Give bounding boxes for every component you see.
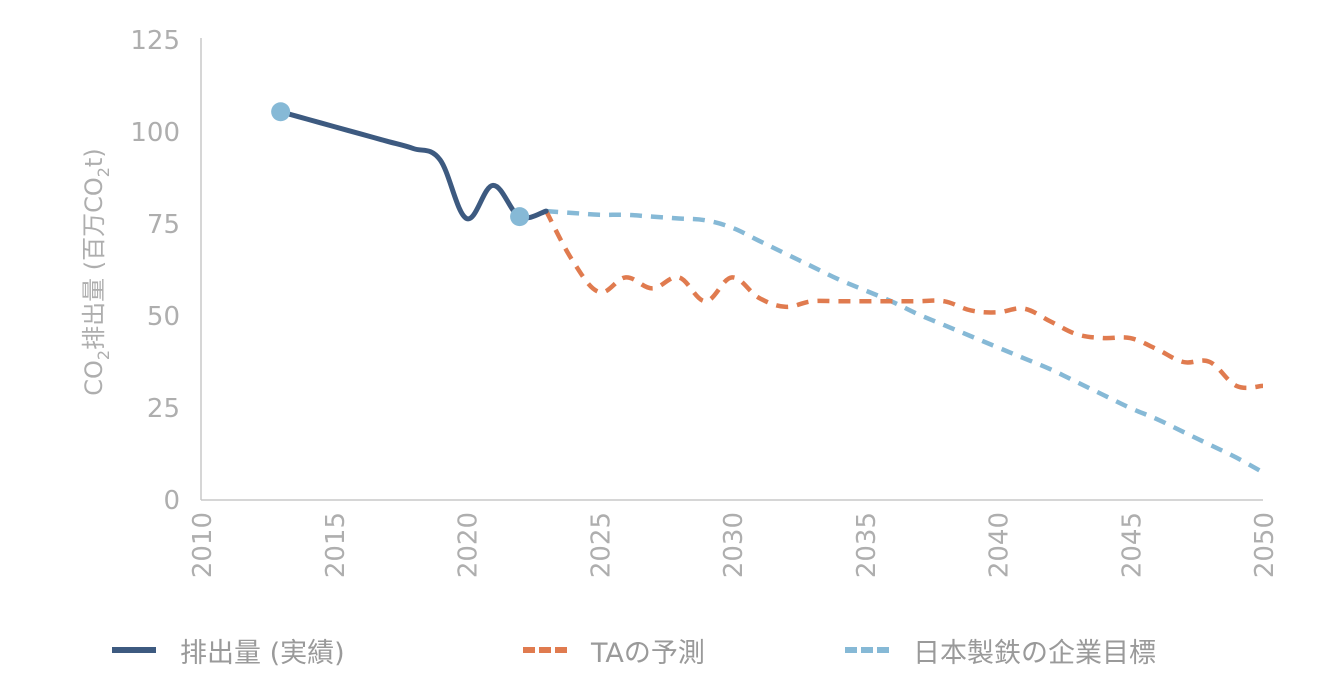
data-point-marker [271,102,291,122]
legend-swatch-ta-forecast [523,647,567,653]
x-tick-label: 2040 [985,512,1015,578]
x-tick-label: 2050 [1250,512,1280,578]
x-tick-label: 2025 [586,512,616,578]
x-ticks: 2010 2015 2020 2025 2030 2035 2040 2045 2050 [188,512,1280,578]
ylabel-main: 排出量 (百万CO [80,177,108,350]
y-axis-label: CO2排出量 (百万CO2t) [80,148,113,395]
series-actual-line [278,109,549,221]
ylabel-prefix: CO [80,360,108,396]
legend-item-ta-forecast: TAの予測 [523,628,705,672]
series-corporate-target-line [545,208,1265,475]
y-tick-label: 75 [147,210,180,240]
series-ta-forecast-line [544,210,1264,391]
legend-swatch-corporate-target [845,647,889,653]
x-tick-label: 2015 [321,512,351,578]
svg-text:CO2排出量 (百万CO2t): CO2排出量 (百万CO2t) [80,148,113,395]
y-tick-label: 0 [163,486,180,516]
ylabel-suffix: t) [80,148,108,167]
x-tick-label: 2030 [719,512,749,578]
axes [200,38,1263,501]
legend-item-actual: 排出量 (実績) [112,628,345,672]
markers-group [271,102,530,227]
ylabel-main-sub: 2 [94,167,113,177]
y-tick-label: 100 [130,118,180,148]
ylabel-prefix-sub: 2 [94,350,113,360]
x-tick-label: 2020 [454,512,484,578]
y-tick-label: 125 [130,26,180,56]
legend: 排出量 (実績) TAの予測 日本製鉄の企業目標 [0,628,1342,678]
legend-label-ta-forecast: TAの予測 [591,637,705,669]
legend-swatch-actual [112,647,156,653]
x-tick-label: 2035 [852,512,882,578]
legend-label-corporate-target: 日本製鉄の企業目標 [913,637,1156,669]
x-tick-label: 2045 [1117,512,1147,578]
data-point-marker [510,207,530,227]
y-ticks: 0 25 50 75 100 125 [130,26,180,516]
y-tick-label: 50 [147,302,180,332]
x-tick-label: 2010 [188,512,218,578]
series-group [278,109,1265,475]
legend-item-corporate-target: 日本製鉄の企業目標 [845,628,1156,672]
y-tick-label: 25 [147,394,180,424]
legend-label-actual: 排出量 (実績) [180,637,345,669]
